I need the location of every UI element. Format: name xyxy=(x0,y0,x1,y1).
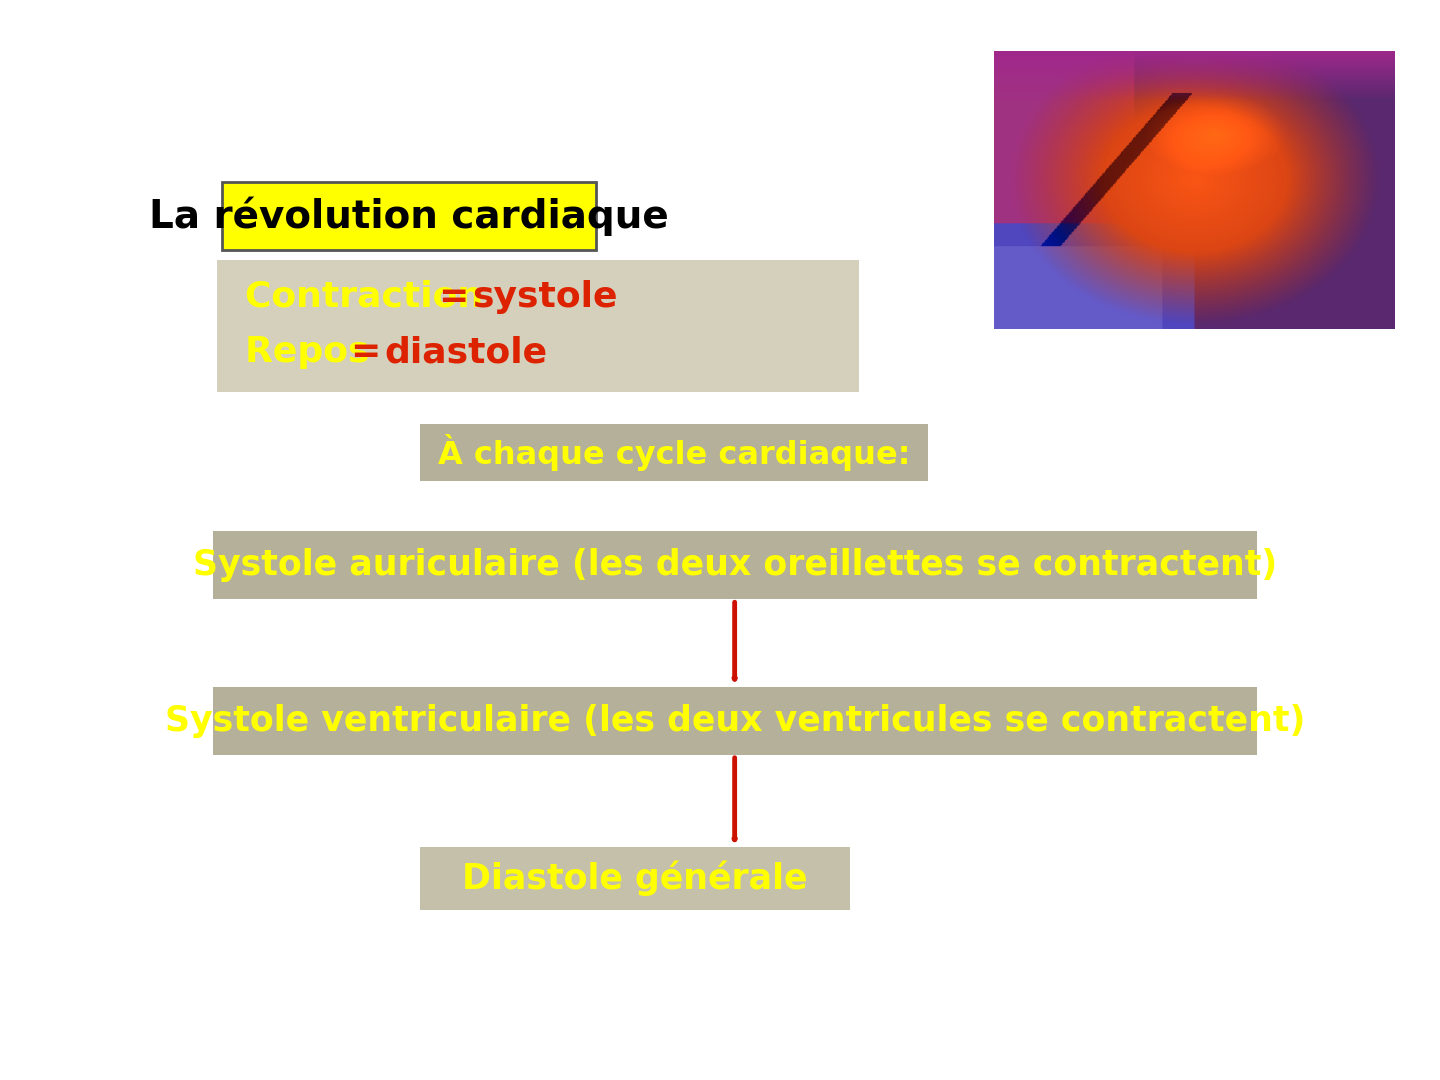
FancyBboxPatch shape xyxy=(217,260,858,392)
Text: Repos: Repos xyxy=(245,335,382,369)
Text: Systole auriculaire (les deux oreillettes se contractent): Systole auriculaire (les deux oreillette… xyxy=(193,549,1277,582)
FancyBboxPatch shape xyxy=(213,531,1257,599)
Text: À chaque cycle cardiaque:: À chaque cycle cardiaque: xyxy=(438,434,910,471)
Text: =: = xyxy=(351,335,395,369)
Text: La révolution cardiaque: La révolution cardiaque xyxy=(150,197,670,235)
Text: =: = xyxy=(439,280,482,314)
Text: Contraction: Contraction xyxy=(245,280,495,314)
FancyBboxPatch shape xyxy=(420,848,850,909)
FancyBboxPatch shape xyxy=(222,183,596,251)
Text: Diastole générale: Diastole générale xyxy=(462,861,808,896)
FancyBboxPatch shape xyxy=(213,687,1257,755)
FancyBboxPatch shape xyxy=(420,424,927,481)
Text: Systole ventriculaire (les deux ventricules se contractent): Systole ventriculaire (les deux ventricu… xyxy=(166,704,1306,738)
Text: systole: systole xyxy=(472,280,618,314)
Text: diastole: diastole xyxy=(384,335,547,369)
